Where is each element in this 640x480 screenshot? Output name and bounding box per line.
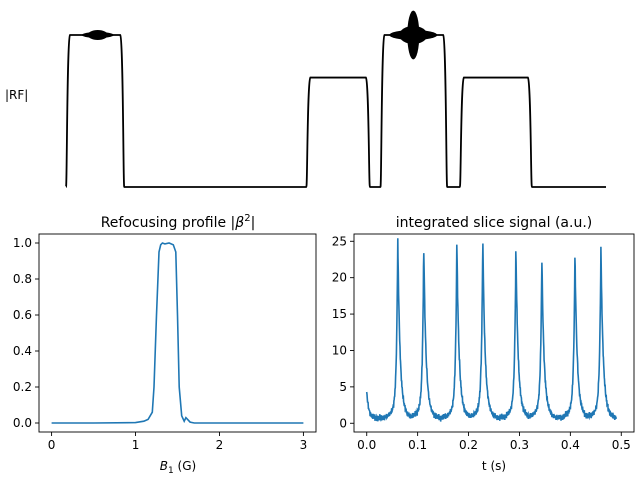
- signal-xtick-label: 0.1: [408, 438, 427, 452]
- signal-xtick-label: 0.3: [510, 438, 529, 452]
- profile-xtick-label: 1: [132, 438, 140, 452]
- profile-yticks: 0.0 0.2 0.4 0.6 0.8 1.0: [13, 236, 39, 430]
- profile-series-line: [51, 242, 304, 424]
- profile-title-suffix: |: [251, 215, 256, 231]
- signal-xticks: 0.0 0.1 0.2 0.3 0.4 0.5: [357, 432, 631, 452]
- profile-title-prefix: Refocusing profile |: [101, 215, 236, 231]
- profile-xtick-label: 3: [300, 438, 308, 452]
- signal-xtick-label: 0.2: [459, 438, 478, 452]
- signal-xtick-label: 0.0: [357, 438, 376, 452]
- signal-yticks: 0 5 10 15 20 25: [332, 234, 354, 430]
- signal-xtick-label: 0.5: [612, 438, 631, 452]
- rf-ylabel: |RF|: [5, 88, 28, 102]
- signal-axes-frame: [353, 233, 635, 433]
- signal-ytick-label: 15: [332, 307, 347, 321]
- profile-ytick-label: 0.0: [13, 416, 32, 430]
- profile-ytick-label: 0.8: [13, 272, 32, 286]
- signal-ytick-label: 5: [339, 380, 347, 394]
- rf-waveform-line: [65, 34, 606, 188]
- profile-xlabel-main: B: [160, 459, 168, 473]
- rf-bursts: [81, 10, 438, 60]
- profile-xtick-label: 2: [216, 438, 224, 452]
- profile-ytick-label: 0.6: [13, 308, 32, 322]
- signal-ytick-label: 0: [339, 416, 347, 430]
- profile-xlabel: B1 (G): [160, 459, 196, 476]
- profile-ytick-label: 0.2: [13, 380, 32, 394]
- signal-xtick-label: 0.4: [561, 438, 580, 452]
- profile-title-symbol: β: [234, 215, 244, 231]
- signal-ytick-label: 25: [332, 234, 347, 248]
- profile-xtick-label: 0: [48, 438, 56, 452]
- signal-xlabel: t (s): [482, 459, 506, 473]
- signal-panel: integrated slice signal (a.u.) 0.0 0.1 0.2…: [332, 215, 635, 473]
- profile-xticks: 0 1 2 3: [48, 432, 307, 452]
- signal-series-line: [365, 238, 617, 423]
- profile-axes-frame: [38, 233, 317, 433]
- signal-ytick-label: 10: [332, 343, 347, 357]
- profile-ytick-label: 0.4: [13, 344, 32, 358]
- signal-title: integrated slice signal (a.u.): [396, 215, 593, 231]
- profile-xlabel-rest: (G): [174, 459, 196, 473]
- profile-xlabel-sub: 1: [168, 466, 174, 476]
- profile-ytick-label: 1.0: [13, 236, 32, 250]
- rf-burst-1: [389, 10, 438, 60]
- profile-title-sup: 2: [244, 213, 250, 224]
- rf-burst-0: [81, 30, 114, 40]
- profile-title: Refocusing profile |β2|: [101, 213, 256, 231]
- signal-ytick-label: 20: [332, 271, 347, 285]
- rf-panel: |RF|: [5, 10, 606, 188]
